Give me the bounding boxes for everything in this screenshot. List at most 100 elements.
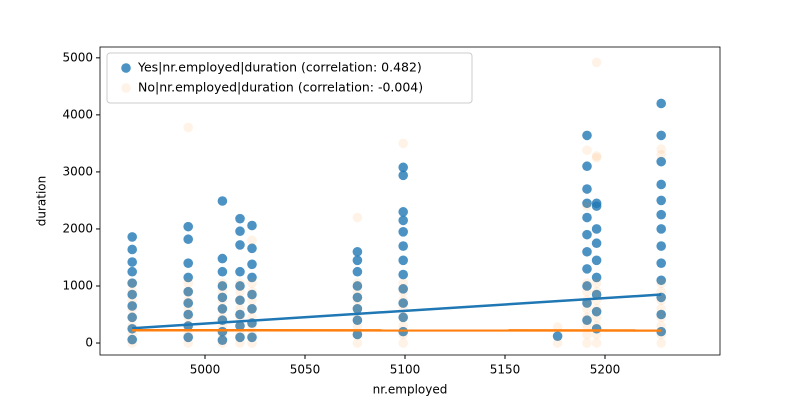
point <box>247 243 257 254</box>
point <box>183 329 193 340</box>
x-tick-label: 5100 <box>390 363 421 377</box>
point <box>582 304 592 314</box>
point <box>235 338 245 348</box>
point <box>656 224 666 234</box>
point <box>582 312 592 323</box>
point <box>247 278 257 288</box>
point <box>398 207 409 217</box>
point <box>582 145 592 156</box>
point <box>656 130 666 141</box>
point <box>656 312 666 323</box>
legend-label: Yes|nr.employed|duration (correlation: 0… <box>137 60 422 75</box>
point <box>235 278 245 288</box>
point <box>127 244 137 255</box>
point <box>247 295 257 306</box>
point <box>217 278 228 288</box>
point <box>127 266 137 277</box>
point <box>127 334 137 345</box>
point <box>352 212 363 223</box>
x-tick-label: 5000 <box>190 363 221 377</box>
point <box>183 234 193 245</box>
point <box>217 304 228 314</box>
point <box>656 241 666 251</box>
point <box>127 295 137 306</box>
point <box>656 209 666 220</box>
point <box>352 278 363 288</box>
point <box>591 321 602 331</box>
point <box>217 196 228 206</box>
point <box>352 315 363 326</box>
y-tick-label: 5000 <box>62 50 93 64</box>
point <box>656 150 666 160</box>
point <box>582 264 592 274</box>
point <box>591 329 602 340</box>
point <box>656 258 666 268</box>
x-tick-label: 5050 <box>290 363 321 377</box>
point <box>552 331 563 341</box>
point <box>235 266 245 277</box>
point <box>352 338 363 348</box>
point <box>183 304 193 314</box>
point <box>582 278 592 288</box>
legend-label: No|nr.employed|duration (correlation: -0… <box>138 80 423 95</box>
point <box>235 213 245 224</box>
point <box>582 315 592 326</box>
point <box>235 304 245 314</box>
point <box>582 229 592 240</box>
x-tick-label: 5150 <box>490 363 521 377</box>
point <box>591 152 602 163</box>
point <box>591 304 602 314</box>
point <box>127 304 137 314</box>
point <box>247 329 257 340</box>
point <box>217 312 228 323</box>
point <box>217 281 228 291</box>
point <box>183 295 193 306</box>
point <box>127 312 137 323</box>
point <box>352 304 363 314</box>
point <box>352 321 363 331</box>
point <box>591 151 602 161</box>
point <box>247 304 257 314</box>
point <box>591 255 602 266</box>
point <box>398 312 409 323</box>
point <box>591 289 602 300</box>
point <box>591 295 602 306</box>
point <box>398 278 409 288</box>
point <box>582 298 592 308</box>
point <box>247 338 257 348</box>
y-tick-label: 1000 <box>62 278 93 292</box>
point <box>127 312 137 323</box>
point <box>398 329 409 340</box>
point <box>656 329 666 340</box>
point <box>582 329 592 340</box>
point <box>591 306 602 317</box>
point <box>656 309 666 320</box>
regression-line <box>132 293 662 330</box>
point <box>235 226 245 237</box>
point <box>398 286 409 297</box>
point <box>183 272 193 283</box>
point <box>591 338 602 348</box>
point <box>591 312 602 323</box>
point <box>127 286 137 297</box>
y-tick-label: 2000 <box>62 221 93 235</box>
point <box>582 201 592 211</box>
point <box>247 321 257 331</box>
point <box>398 269 409 280</box>
point <box>127 301 137 311</box>
point <box>582 338 592 348</box>
point <box>398 284 409 294</box>
point <box>235 240 245 250</box>
point <box>183 122 193 133</box>
point <box>398 215 409 226</box>
point <box>183 258 193 268</box>
point <box>352 304 363 314</box>
point <box>352 255 363 266</box>
point <box>127 278 137 288</box>
point <box>656 156 666 167</box>
point <box>398 162 409 173</box>
point <box>127 232 137 242</box>
point <box>235 286 245 297</box>
point <box>183 286 193 297</box>
point <box>582 198 592 209</box>
